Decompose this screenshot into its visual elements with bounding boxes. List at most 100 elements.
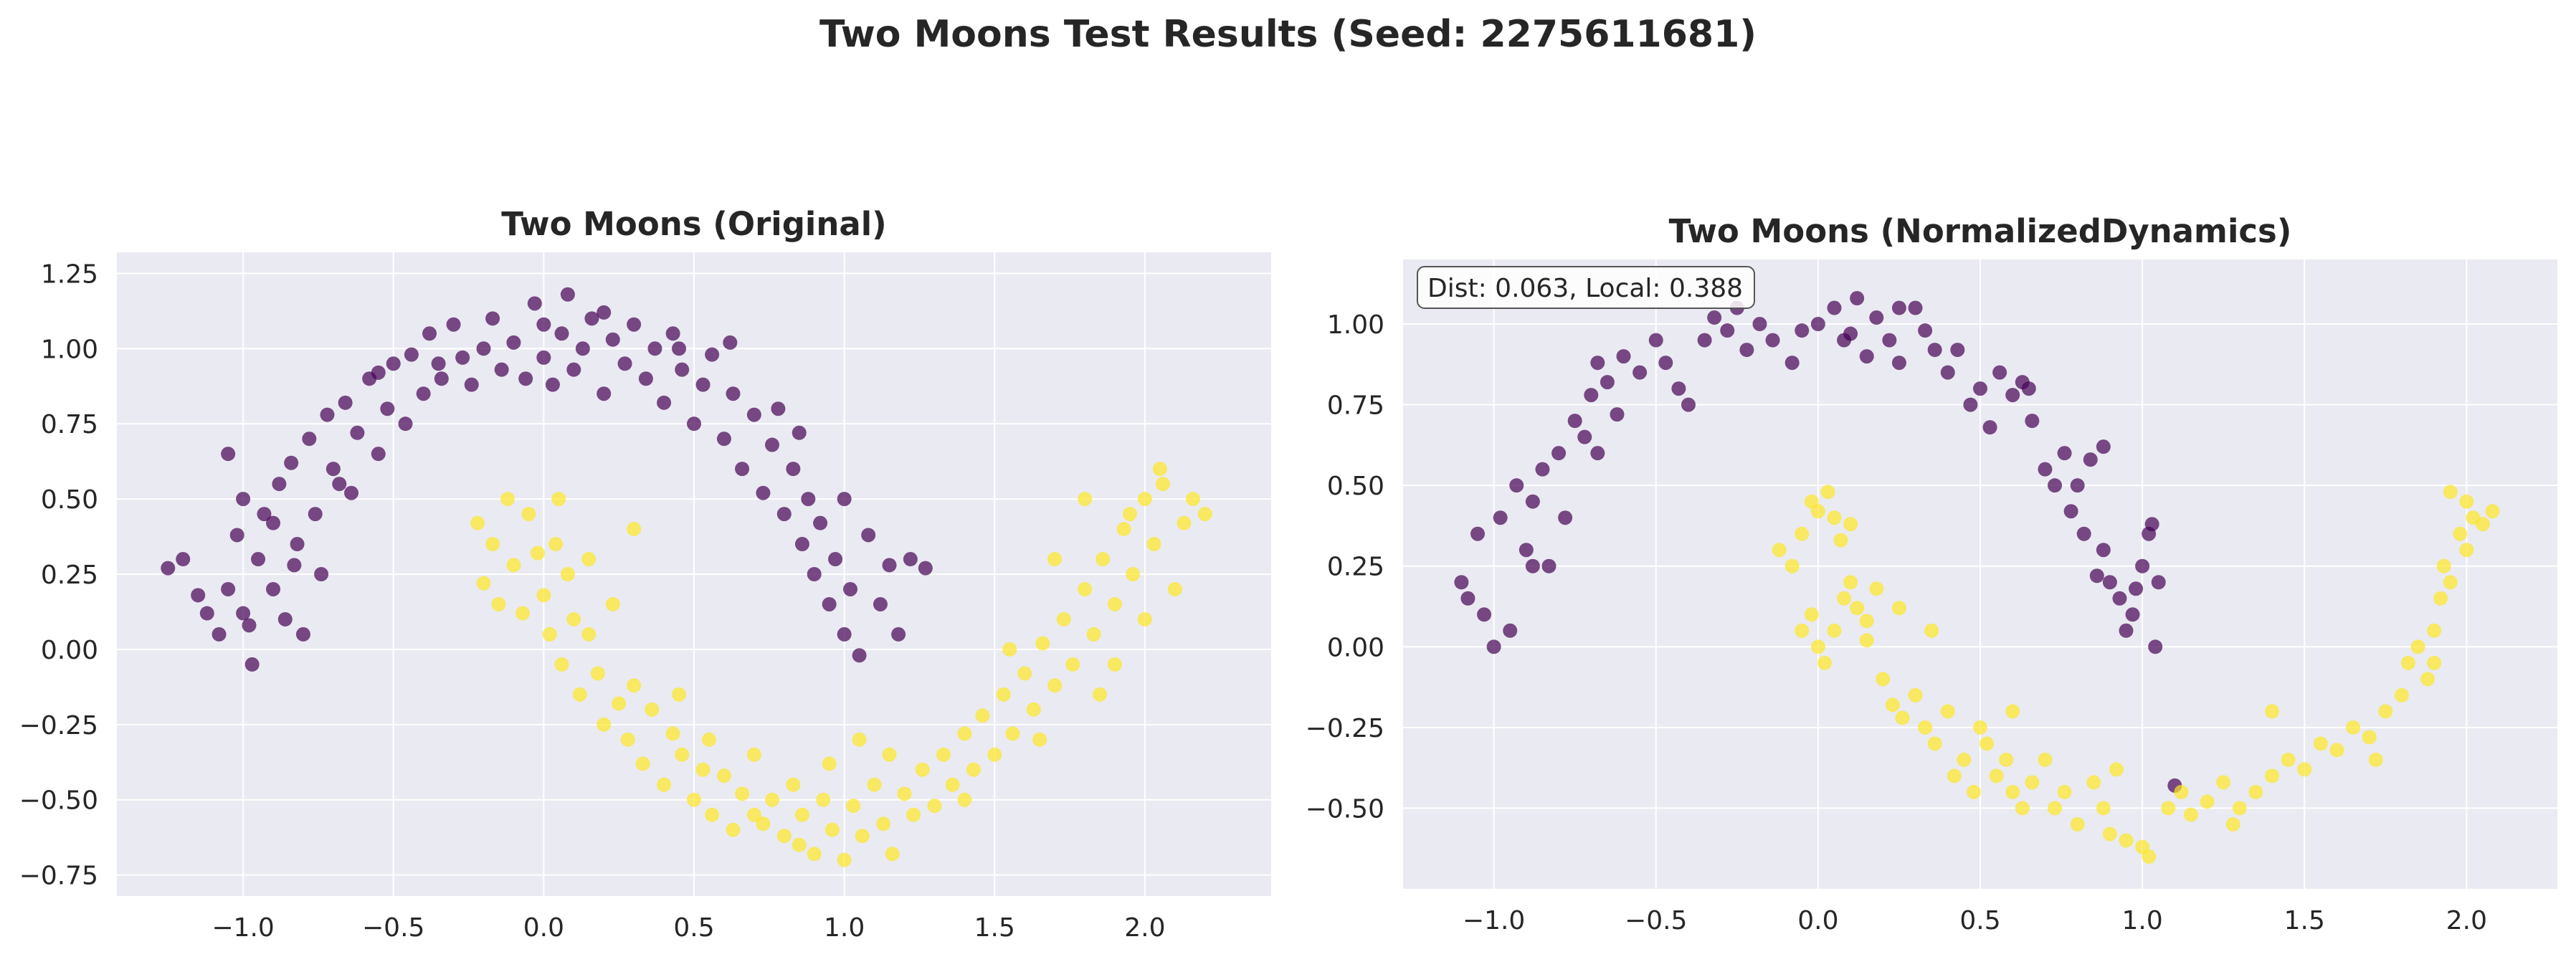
scatter-point [581, 627, 597, 642]
scatter-point [1891, 300, 1906, 315]
scatter-point [957, 726, 972, 741]
scatter-point [822, 756, 837, 771]
scatter-point [338, 395, 353, 410]
series-class-1 [470, 462, 1212, 867]
scatter-point [521, 507, 536, 522]
scatter-point [1859, 614, 1874, 629]
scatter-point [344, 485, 359, 500]
scatter-point [491, 596, 506, 611]
annotation-text: Dist: 0.063, Local: 0.388 [1427, 274, 1743, 303]
scatter-point [1648, 333, 1663, 348]
scatter-point [1026, 702, 1041, 717]
scatter-point [176, 552, 191, 567]
scatter-point [1185, 492, 1200, 507]
scatter-point [1784, 356, 1800, 371]
scatter-point [746, 807, 761, 822]
scatter-point [2459, 543, 2474, 558]
scatter-point [735, 462, 750, 477]
scatter-point [2297, 762, 2312, 777]
scatter-point [1827, 300, 1842, 315]
scatter-point [1697, 333, 1712, 348]
scatter-point [1752, 317, 1767, 332]
scatter-point [695, 762, 710, 777]
scatter-point [422, 326, 437, 341]
scatter-point [476, 341, 491, 356]
scatter-point [945, 777, 960, 792]
scatter-point [927, 799, 942, 814]
scatter-point [726, 386, 741, 401]
scatter-point [828, 552, 843, 567]
scatter-point [2151, 575, 2166, 590]
scatter-point [1891, 356, 1906, 371]
scatter-point [1869, 310, 1884, 325]
scatter-point [2427, 655, 2442, 670]
scatter-point [1950, 343, 1965, 358]
scatter-point [776, 507, 792, 522]
scatter-point [515, 606, 531, 621]
scatter-point [771, 401, 786, 416]
y-tick-label: 0.00 [1327, 633, 1384, 662]
scatter-point [975, 708, 990, 723]
scatter-point [2119, 623, 2134, 638]
x-tick-label: −1.0 [212, 913, 274, 943]
scatter-point [1177, 515, 1192, 530]
scatter-point [590, 666, 605, 681]
scatter-point [494, 362, 509, 377]
scatter-point [320, 407, 335, 422]
scatter-point [1509, 478, 1524, 493]
scatter-point [2427, 623, 2442, 638]
scatter-point [1137, 611, 1152, 627]
scatter-point [314, 567, 329, 581]
scatter-point [1895, 710, 1910, 725]
scatter-point [1525, 494, 1540, 509]
scatter-point [627, 317, 642, 332]
scatter-point [1541, 558, 1556, 573]
scatter-point [536, 317, 551, 332]
scatter-point [545, 377, 560, 392]
scatter-point [2346, 720, 2361, 735]
scatter-point [1460, 591, 1475, 606]
scatter-point [695, 377, 710, 392]
scatter-point [1927, 343, 1942, 358]
scatter-point [290, 537, 305, 552]
scatter-point [1947, 768, 1962, 783]
scatter-point [295, 627, 310, 642]
scatter-point [485, 537, 500, 552]
scatter-point [536, 588, 551, 603]
scatter-point [675, 362, 690, 377]
scatter-point [816, 792, 831, 807]
scatter-point [1567, 414, 1582, 429]
scatter-point [2174, 784, 2189, 799]
scatter-point [1817, 655, 1832, 670]
scatter-point [455, 350, 470, 365]
scatter-point [2109, 762, 2124, 777]
y-tick-label: 1.00 [1327, 310, 1384, 340]
scatter-point [236, 492, 251, 507]
scatter-point [476, 576, 491, 591]
scatter-point [612, 696, 627, 711]
scatter-point [701, 732, 716, 747]
scatter-point [416, 386, 431, 401]
y-tick-label: 0.00 [41, 636, 98, 665]
scatter-point [605, 332, 620, 347]
scatter-point [236, 606, 251, 621]
scatter-point [2144, 517, 2159, 532]
scatter-point [1784, 558, 1800, 573]
scatter-point [500, 492, 515, 507]
scatter-point [2005, 704, 2020, 719]
y-tick-label: 0.75 [41, 410, 98, 439]
scatter-point [380, 401, 395, 416]
y-tick-label: 1.00 [41, 335, 98, 364]
scatter-point [1535, 462, 1550, 477]
scatter-point [1137, 492, 1152, 507]
scatter-point [597, 305, 612, 320]
y-tick-label: 0.75 [1327, 391, 1384, 421]
scatter-point [1477, 607, 1492, 622]
scatter-point [1681, 397, 1696, 412]
scatter-point [1804, 607, 1819, 622]
scatter-point [822, 596, 837, 611]
scatter-point [229, 528, 244, 543]
scatter-point [566, 362, 581, 377]
scatter-point [1107, 596, 1122, 611]
scatter-point [1078, 492, 1093, 507]
